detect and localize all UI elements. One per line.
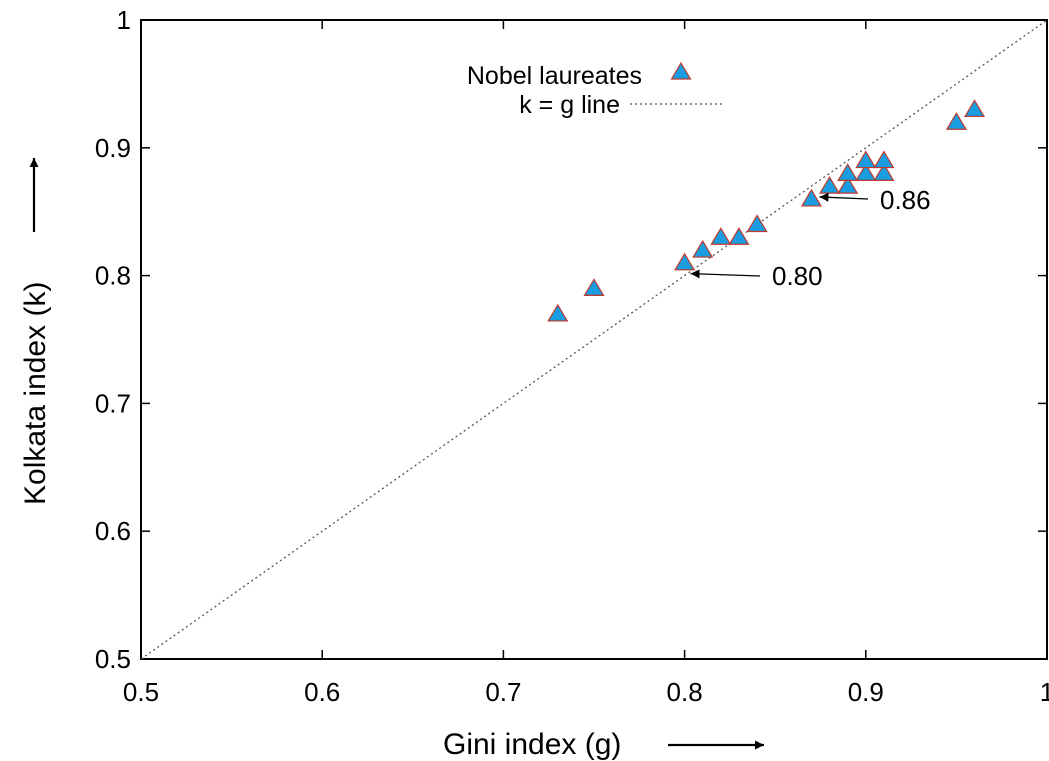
- x-tick-label: 0.8: [667, 677, 703, 707]
- y-tick-label: 0.6: [95, 516, 131, 546]
- x-axis-label-group: Gini index (g): [443, 728, 764, 761]
- data-point: [710, 227, 732, 245]
- data-point: [547, 303, 569, 322]
- y-axis-label: Kolkata index (k): [19, 282, 52, 505]
- annotations: 0.86 0.80: [690, 185, 931, 291]
- legend: Nobel laureates k = g line: [467, 61, 722, 119]
- x-axis-label: Gini index (g): [443, 728, 621, 761]
- data-points: [547, 99, 986, 322]
- annotation-arrow: [690, 269, 761, 279]
- plot-frame: [140, 19, 1048, 660]
- y-tick-label: 0.8: [95, 261, 131, 291]
- x-tick-label: 0.5: [123, 677, 159, 707]
- data-point: [583, 278, 605, 296]
- y-tick-label: 0.5: [95, 644, 131, 674]
- data-point: [674, 252, 696, 271]
- data-point: [837, 163, 859, 181]
- y-axis-ticks: 0.5 0.6 0.7 0.8 0.9 1: [95, 5, 1047, 674]
- data-point: [945, 112, 967, 130]
- data-point: [855, 163, 877, 181]
- legend-marker-triangle: [670, 61, 692, 80]
- legend-label-nobel-laureates: Nobel laureates: [467, 62, 642, 90]
- annotation-label: 0.86: [880, 185, 931, 215]
- data-point: [692, 239, 714, 258]
- annotation-label: 0.80: [772, 261, 823, 291]
- x-tick-label: 0.9: [848, 677, 884, 707]
- data-point: [746, 214, 768, 233]
- data-point: [873, 163, 895, 181]
- x-tick-label: 1: [1040, 677, 1049, 707]
- x-tick-label: 0.7: [485, 677, 521, 707]
- data-point: [819, 175, 841, 194]
- data-point: [873, 150, 895, 169]
- y-tick-label: 1: [117, 5, 131, 35]
- data-point: [855, 150, 877, 169]
- x-axis-ticks: 0.5 0.6 0.7 0.8 0.9 1: [123, 20, 1049, 707]
- data-point: [837, 175, 859, 194]
- y-tick-label: 0.7: [95, 388, 131, 418]
- data-point: [963, 99, 986, 118]
- y-axis-label-group: Kolkata index (k): [19, 158, 52, 505]
- x-tick-label: 0.6: [304, 677, 340, 707]
- annotation-arrow: [819, 192, 869, 202]
- plot-area: [140, 19, 1048, 660]
- y-tick-label: 0.9: [95, 133, 131, 163]
- data-point: [800, 188, 822, 207]
- legend-label-k-equals-g-line: k = g line: [519, 91, 620, 119]
- data-point: [728, 227, 750, 245]
